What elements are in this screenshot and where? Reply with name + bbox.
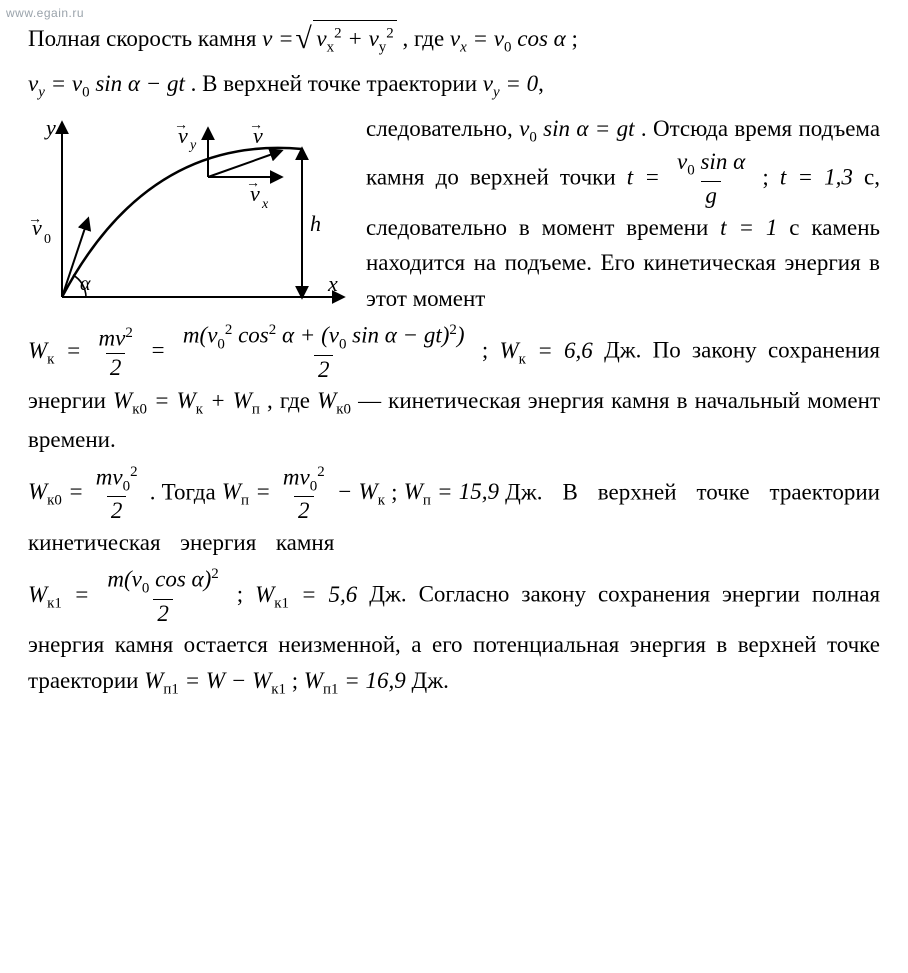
svg-text:→: → [28, 212, 42, 227]
formula-top-cond: v0 sin α = gt [519, 116, 634, 141]
text: . Тогда [150, 479, 222, 504]
text: ; [762, 165, 780, 190]
Wk-value: Wк = 6,6 [500, 338, 605, 363]
Wp-eq: Wп = [222, 479, 277, 504]
Wp-val: Wп = 15,9 [404, 479, 505, 504]
svg-text:→: → [174, 118, 188, 133]
Wp-minus: − Wк [337, 479, 385, 504]
text: , где [267, 388, 317, 413]
text: ; [391, 479, 404, 504]
paragraph-2: vy = v0 sin α − gt . В верхней точке тра… [28, 66, 880, 105]
svg-text:y: y [44, 115, 56, 140]
paragraph-6: Wк1 = m(v0 cos α)2 2 ; Wк1 = 5,6 Дж. Сог… [28, 566, 880, 701]
svg-text:→: → [246, 176, 260, 191]
Wk1-eq: Wк1 = [28, 582, 101, 607]
sqrt-expr: vx2 + vy2 [299, 20, 396, 60]
text: Дж. [412, 668, 449, 693]
svg-text:→: → [249, 118, 263, 133]
text: ; [237, 582, 255, 607]
frac-Wk-lhs: mv2 2 [95, 325, 137, 382]
formula-vy: vy = v0 sin α − gt [28, 71, 185, 96]
svg-text:y: y [188, 138, 197, 153]
paragraph-1: Полная скорость камня v = vx2 + vy2 , гд… [28, 20, 880, 60]
text: , [538, 71, 544, 96]
svg-text:α: α [80, 273, 91, 295]
formula-vy0: vy = 0 [483, 71, 538, 96]
cons-law: Wк0 = Wк + Wп [113, 388, 260, 413]
svg-text:h: h [310, 211, 321, 236]
t-value: t = 1,3 [780, 165, 864, 190]
trajectory-diagram: y x α v → 0 v → y v → v → x h [28, 115, 348, 315]
text: . В верхней точке траектории [191, 71, 483, 96]
paragraph-5: Wк0 = mv02 2 . Тогда Wп = mv02 2 − Wк ; … [28, 464, 880, 561]
text: ; [571, 26, 577, 51]
text: ; [292, 668, 304, 693]
frac-t: v0 sin α g [673, 149, 749, 209]
paragraph-4: Wк = mv2 2 = m(v02 cos2 α + (v0 sin α − … [28, 322, 880, 457]
frac-Wp: mv02 2 [279, 464, 329, 525]
svg-text:x: x [261, 197, 269, 212]
frac-Wk1: m(v0 cos α)2 2 [103, 566, 222, 627]
Wk-sym: Wк = [28, 338, 93, 363]
text: ; [482, 338, 500, 363]
Wp1-val: Wп1 = 16,9 [304, 668, 412, 693]
frac-Wk-rhs: m(v02 cos2 α + (v0 sin α − gt)2) 2 [179, 322, 469, 383]
Wp1-expr: Wп1 = W − Wк1 [144, 668, 286, 693]
svg-text:x: x [327, 271, 338, 296]
formula-v-full: v = [262, 26, 299, 51]
formula-t: t = [627, 165, 671, 190]
text: Полная скорость камня [28, 26, 262, 51]
Wk1-val: Wк1 = 5,6 [255, 582, 369, 607]
watermark: www.egain.ru [6, 4, 84, 23]
t-one: t = 1 [720, 215, 789, 240]
formula-vx: vx = v0 cos α [450, 26, 566, 51]
frac-Wk0: mv02 2 [92, 464, 142, 525]
text: следовательно, [366, 116, 519, 141]
text: , где [402, 26, 449, 51]
Wk0-eq: Wк0 = [28, 479, 90, 504]
svg-text:0: 0 [44, 232, 51, 247]
diagram-svg: y x α v → 0 v → y v → v → x h [28, 115, 348, 315]
Wk0-sym: Wк0 [317, 388, 351, 413]
